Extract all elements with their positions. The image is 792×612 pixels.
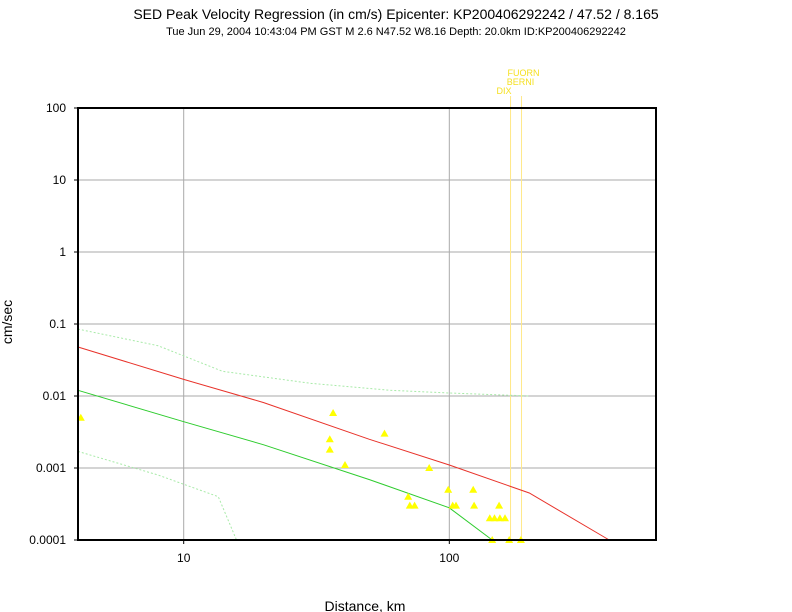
data-point	[501, 514, 509, 522]
chart-title: SED Peak Velocity Regression (in cm/s) E…	[133, 6, 659, 22]
station-label: DIX	[497, 86, 512, 96]
data-point	[495, 501, 504, 509]
curve-lower-fit	[77, 389, 493, 541]
y-tick-label: 0.1	[49, 317, 66, 331]
y-tick-label: 0.001	[36, 461, 66, 475]
station-label: FUORN	[508, 68, 540, 78]
y-tick-label: 0.0001	[29, 533, 66, 547]
curves	[77, 328, 610, 541]
x-tick-label: 100	[439, 551, 459, 565]
curve-regression	[77, 346, 610, 541]
data-point	[490, 514, 499, 522]
chart-subtitle: Tue Jun 29, 2004 10:43:04 PM GST M 2.6 N…	[166, 26, 626, 38]
data-point	[380, 429, 389, 437]
data-point	[329, 409, 338, 416]
x-tick-label: 10	[177, 551, 191, 565]
data-point	[469, 485, 478, 493]
data-point	[495, 514, 504, 522]
y-tick-label: 10	[53, 173, 67, 187]
x-axis-label: Distance, km	[325, 598, 406, 612]
grid	[78, 107, 656, 541]
data-point	[325, 445, 334, 453]
data-point	[425, 464, 434, 471]
data-points	[76, 409, 525, 543]
curve-upper-confidence	[77, 328, 530, 397]
data-point	[341, 461, 349, 468]
curve-lower-confidence	[77, 450, 237, 541]
station-label: BERNI	[507, 77, 535, 87]
data-point	[444, 485, 453, 493]
data-point	[325, 435, 334, 443]
y-tick-label: 1	[59, 245, 66, 259]
data-point	[470, 501, 479, 509]
y-axis-label: cm/sec	[0, 300, 15, 344]
axis-ticks: 0.0001 0.001 0.01 0.1 1 10 100 10 100	[29, 101, 459, 565]
data-point	[410, 501, 419, 509]
data-point	[452, 501, 460, 509]
data-point	[404, 492, 413, 500]
y-tick-label: 0.01	[43, 389, 67, 403]
y-tick-label: 100	[46, 101, 66, 115]
